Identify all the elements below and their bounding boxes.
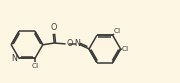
Text: N: N xyxy=(12,54,18,63)
Text: Cl: Cl xyxy=(114,28,121,34)
Text: O: O xyxy=(50,23,57,32)
Text: Cl: Cl xyxy=(122,46,129,52)
Text: N: N xyxy=(75,39,81,48)
Text: O: O xyxy=(67,39,73,48)
Text: Cl: Cl xyxy=(32,63,39,69)
